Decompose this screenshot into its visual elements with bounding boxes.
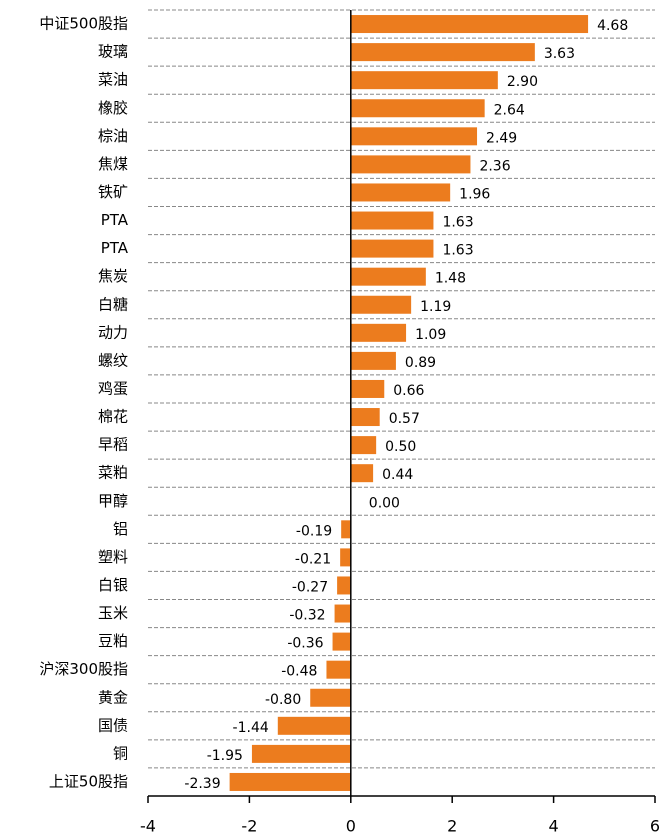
bar [350,71,498,90]
value-label: -0.36 [287,636,323,652]
bar [277,716,351,735]
value-label: -1.95 [207,748,243,764]
value-label: 1.48 [435,271,466,287]
category-label: 豆粕 [98,632,128,650]
bar [350,127,478,146]
bar [350,267,426,286]
value-label: -0.80 [265,692,301,708]
category-label: 焦煤 [98,155,128,173]
value-label: -2.39 [184,776,220,792]
category-label: 铁矿 [98,183,128,201]
category-label: 螺纹 [98,351,128,369]
category-label: 铜 [113,744,128,762]
value-label: -0.19 [296,523,332,539]
value-label: 0.66 [393,383,424,399]
value-label: 1.63 [442,215,473,231]
value-label: 2.64 [494,102,525,118]
bar [350,183,451,202]
category-label: 玻璃 [98,43,128,61]
x-tick-label: 0 [346,817,356,836]
category-label: 甲醇 [98,492,128,510]
value-label: 0.00 [369,495,400,511]
x-tick-label: 2 [447,817,457,836]
value-label: 2.36 [479,158,510,174]
category-label: 橡胶 [98,99,128,117]
value-label: 0.57 [389,411,420,427]
value-label: 1.09 [415,327,446,343]
category-label: 上证50股指 [49,772,128,790]
x-tick-label: 4 [549,817,559,836]
category-label: 国债 [98,716,128,734]
value-label: 2.90 [507,74,538,90]
bar [251,744,351,763]
category-label: 棕油 [98,127,128,145]
value-label: -0.21 [295,551,331,567]
category-label: 早稻 [98,436,128,454]
value-label: 1.96 [459,186,490,202]
category-label: 菜油 [98,71,128,89]
bar [229,772,351,791]
value-label: 0.50 [385,439,416,455]
category-label: 黄金 [98,688,128,706]
category-label: 菜粕 [98,464,128,482]
category-label: 沪深300股指 [39,660,128,678]
value-label: 3.63 [544,46,575,62]
category-label: 铝 [113,520,128,538]
category-label: 中证500股指 [39,15,128,33]
bar [326,660,351,679]
category-label: 白糖 [98,295,128,313]
value-label: 2.49 [486,130,517,146]
category-label: 鸡蛋 [98,379,128,397]
value-label: 0.89 [405,355,436,371]
bar [334,604,351,623]
bar [332,632,351,651]
value-label: -0.48 [281,664,317,680]
category-label: 玉米 [98,604,128,622]
x-tick-label: -4 [140,817,156,836]
bar [350,155,471,174]
x-tick-label: 6 [650,817,660,836]
bar [340,548,351,567]
value-label: -1.44 [233,720,269,736]
bar [350,43,535,62]
bar [337,576,351,595]
bar [350,464,374,483]
bar [350,379,385,398]
bar [350,15,589,34]
value-label: 1.19 [420,299,451,315]
bar [350,436,377,455]
bar [350,295,412,314]
value-label: 4.68 [597,18,628,34]
bar [350,239,434,258]
category-label: 动力 [98,323,128,341]
value-label: -0.32 [289,608,325,624]
bar [350,351,396,370]
bar [310,688,351,707]
value-label: 1.63 [442,243,473,259]
value-label: 0.44 [382,467,413,483]
value-label: -0.27 [292,579,328,595]
bar [350,323,407,342]
category-label: 塑料 [98,548,128,566]
bar [350,211,434,230]
category-label: PTA [101,239,129,257]
x-tick-label: -2 [241,817,257,836]
category-label: PTA [101,211,129,229]
category-label: 白银 [98,576,128,594]
bar [350,408,380,427]
bar [341,520,351,539]
category-label: 焦炭 [98,267,128,285]
category-label: 棉花 [98,408,128,426]
bar [350,99,485,118]
